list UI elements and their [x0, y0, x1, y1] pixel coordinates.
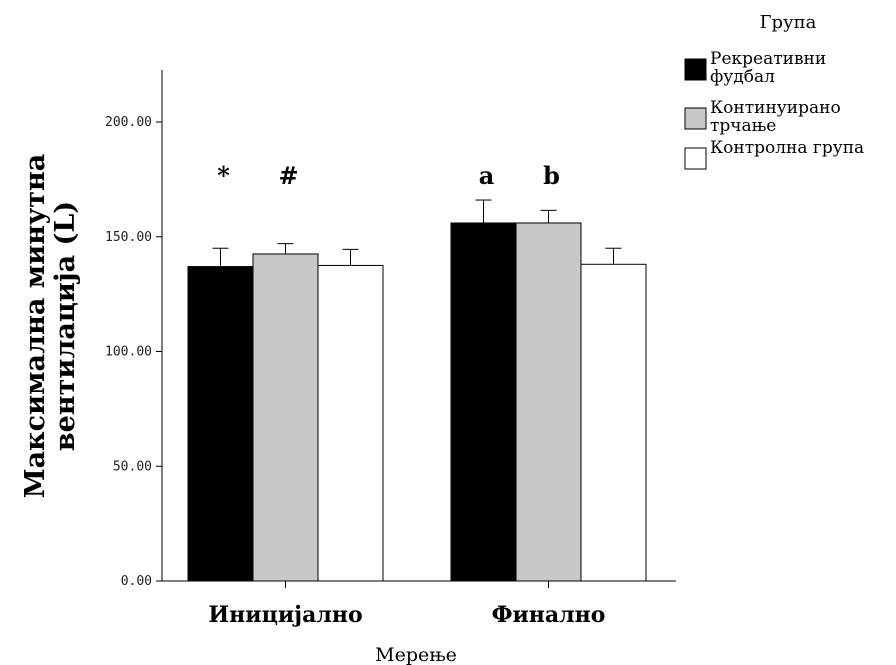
legend-swatch	[684, 58, 707, 81]
error-bars	[212, 199, 622, 267]
x-tick-label: Финално	[492, 602, 606, 628]
legend-label: Контролна група	[710, 138, 864, 158]
bars	[187, 222, 647, 582]
significance-annotation: *	[217, 161, 230, 190]
bar	[187, 266, 254, 582]
y-tick-label: 200.00	[105, 115, 152, 130]
bar	[450, 222, 517, 582]
legend-label: трчање	[710, 116, 776, 136]
bar	[252, 253, 319, 582]
y-axis-title-text: Максимална минутнавентилација (L)	[20, 154, 81, 499]
x-axis-title: Мерење	[375, 644, 457, 665]
x-axis: Иницијално Финално	[162, 580, 676, 628]
y-axis-title: Максимална минутнавентилација (L)	[20, 154, 81, 499]
significance-annotation: #	[278, 161, 298, 190]
x-tick-label: Иницијално	[208, 602, 362, 628]
bar	[317, 264, 384, 582]
significance-annotation: a	[479, 161, 495, 190]
y-tick-label: 0.00	[121, 574, 152, 589]
legend-label: Рекреативни	[710, 49, 826, 69]
y-axis: 0.00 50.00 100.00 150.00 200.00	[105, 70, 163, 589]
bar	[515, 222, 582, 582]
annotations: * # a b	[217, 161, 560, 190]
significance-annotation: b	[543, 161, 560, 190]
bar	[580, 263, 647, 582]
legend-title: Група	[760, 12, 817, 33]
y-tick-label: 100.00	[105, 345, 152, 360]
y-tick-label: 150.00	[105, 230, 152, 245]
legend-swatch	[684, 147, 707, 170]
y-axis-title-line: вентилација (L)	[50, 201, 81, 451]
legend-label: Континуирано	[710, 98, 841, 118]
legend-swatch	[684, 107, 707, 130]
y-tick-label: 50.00	[113, 459, 152, 474]
legend-label: фудбал	[710, 67, 775, 87]
y-axis-title-line: Максимална минутна	[20, 154, 51, 499]
